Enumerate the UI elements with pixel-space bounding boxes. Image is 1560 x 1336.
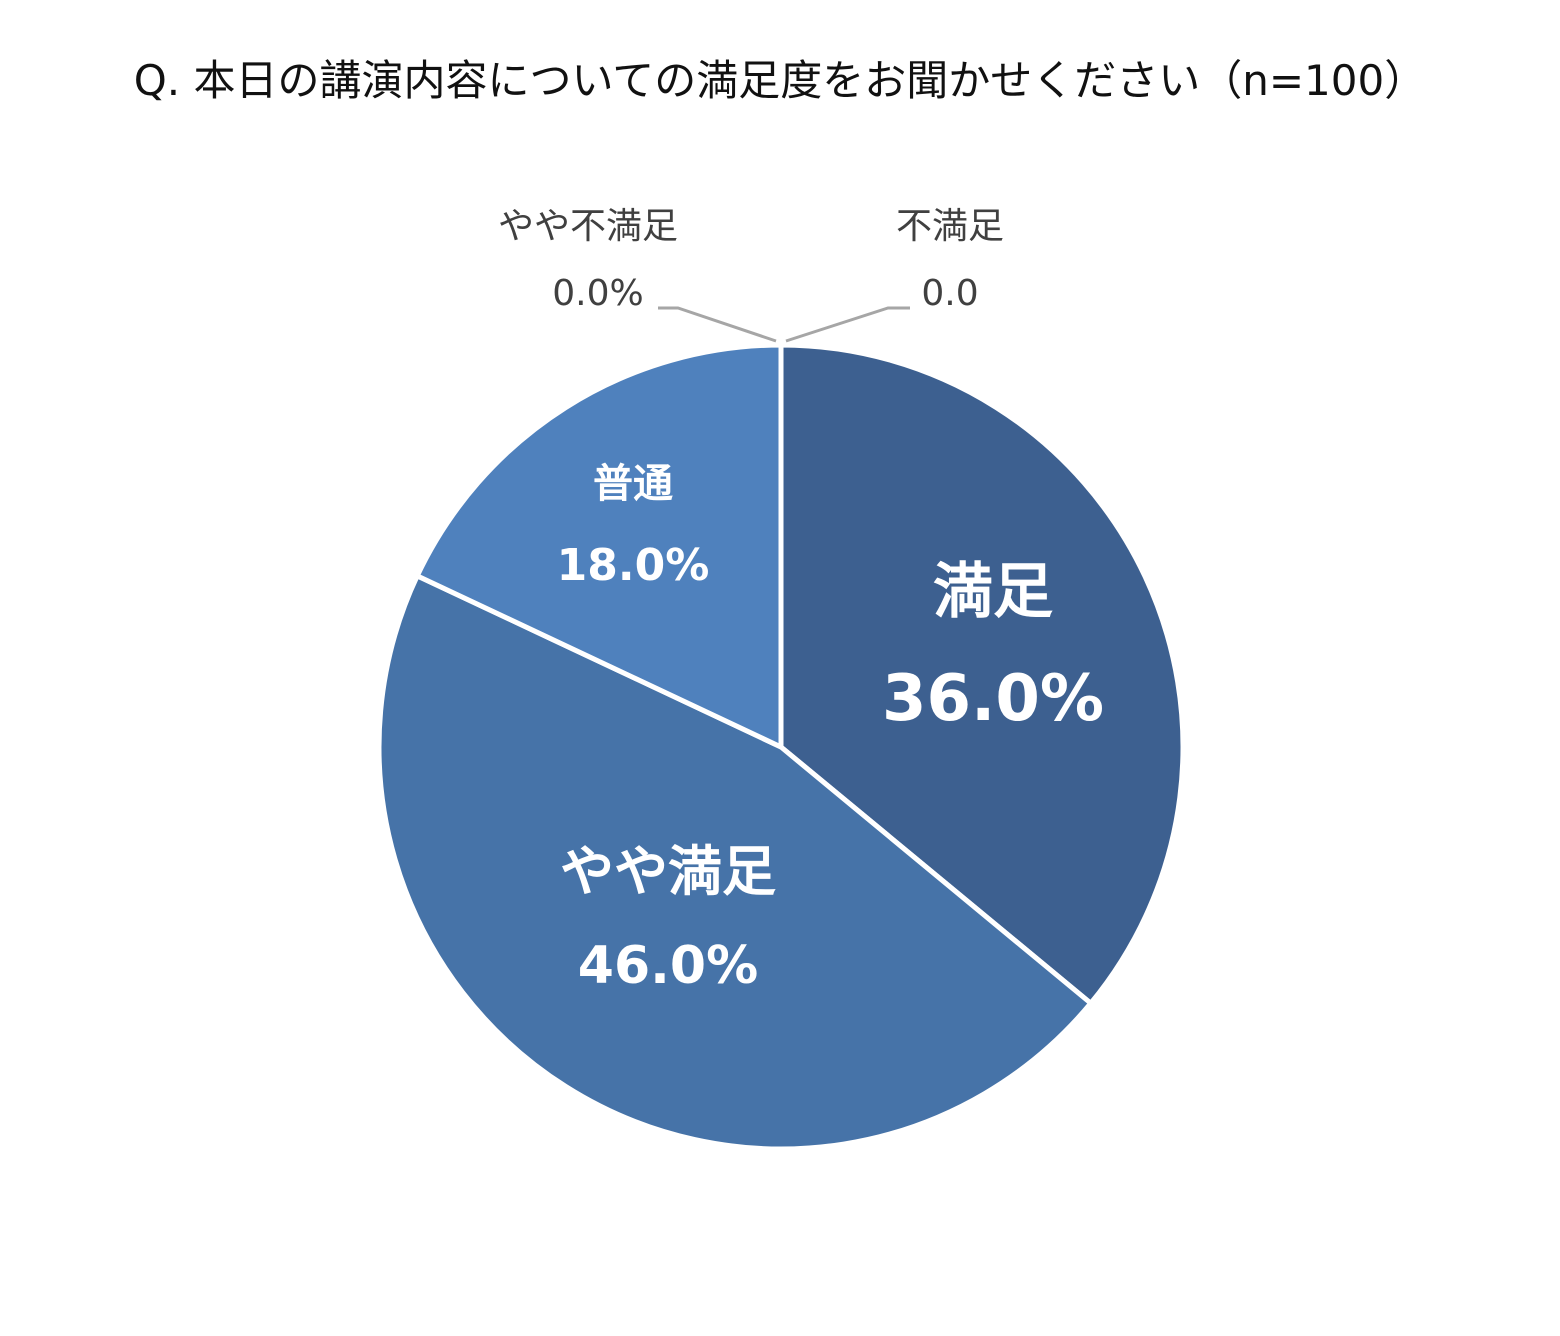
slice-value-2: 18.0%: [557, 540, 710, 591]
slice-label-1: やや満足: [560, 840, 776, 903]
pie-slices: [376, 342, 1186, 1152]
slice-label-2: 普通: [593, 461, 673, 507]
slice-value-4: 0.0: [921, 273, 978, 314]
leader-line-3: [658, 306, 777, 343]
leader-line-4: [785, 306, 910, 343]
slice-value-1: 46.0%: [578, 936, 758, 996]
slice-label-0: 満足: [933, 557, 1053, 627]
slice-2: [414, 342, 784, 750]
slice-value-0: 36.0%: [882, 662, 1104, 736]
slice-1: [376, 573, 1094, 1152]
slice-0: [778, 342, 1186, 1006]
slice-value-3: 0.0%: [552, 273, 643, 314]
slice-label-4: 不満足: [896, 206, 1004, 247]
chart-title: Q. 本日の講演内容についての満足度をお聞かせください（n=100）: [134, 56, 1426, 105]
slice-labels: 満足 36.0% やや満足 46.0% 普通 18.0% やや不満足 0.0% 不満足 0.0: [498, 206, 1104, 996]
leader-lines: [658, 306, 910, 343]
slice-label-3: やや不満足: [498, 206, 678, 247]
